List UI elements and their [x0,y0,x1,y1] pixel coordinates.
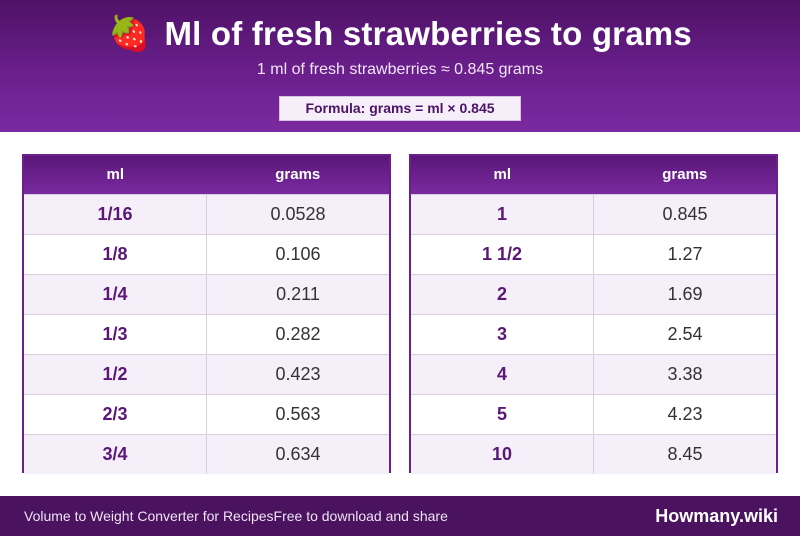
grams-cell: 1.27 [667,244,703,264]
ml-cell: 2 [411,275,594,314]
grams-cell: 0.106 [275,244,321,264]
table-row: 1/8 0.106 [24,234,389,274]
ml-cell: 4 [411,355,594,394]
table-row: 3/4 0.634 [24,434,389,474]
table-row: 1 1/2 1.27 [411,234,776,274]
table-row: 2 1.69 [411,274,776,314]
grams-cell: 0.563 [275,404,321,424]
footer-text: Volume to Weight Converter for RecipesFr… [24,508,448,524]
formula-badge: Formula: grams = ml × 0.845 [279,96,521,121]
column-header-ml: ml [493,166,511,183]
conversion-table-right: ml grams 1 0.845 1 1/2 1.27 2 1.69 3 2.54 4 3.38 5… [409,154,778,474]
table-body: 1 0.845 1 1/2 1.27 2 1.69 3 2.54 4 3.38 5 4.23 10 8.4… [411,194,776,474]
strawberry-icon: 🍓 [108,15,151,53]
grams-cell: 8.45 [667,444,703,464]
ml-cell: 1/8 [24,235,207,274]
footer-bar: Volume to Weight Converter for RecipesFr… [0,496,800,536]
grams-cell: 2.54 [667,324,703,344]
grams-cell: 0.845 [662,204,708,224]
table-row: 2/3 0.563 [24,394,389,434]
column-header-grams: grams [662,166,708,183]
grams-cell: 4.23 [667,404,703,424]
table-row: 1/16 0.0528 [24,194,389,234]
ml-cell: 2/3 [24,395,207,434]
ml-cell: 1 1/2 [411,235,594,274]
conversion-table-left: ml grams 1/16 0.0528 1/8 0.106 1/4 0.211 1/3 0.… [22,154,391,474]
table-row: 3 2.54 [411,314,776,354]
column-header-grams: grams [275,166,321,183]
ml-cell: 5 [411,395,594,434]
table-row: 5 4.23 [411,394,776,434]
grams-cell: 1.69 [667,284,703,304]
table-row: 1/2 0.423 [24,354,389,394]
header-banner: 🍓 Ml of fresh strawberries to grams 1 ml… [0,0,800,132]
table-row: 1/3 0.282 [24,314,389,354]
grams-cell: 0.282 [275,324,321,344]
grams-cell: 0.634 [275,444,321,464]
table-row: 10 8.45 [411,434,776,474]
page-subtitle: 1 ml of fresh strawberries ≈ 0.845 grams [256,61,544,78]
grams-cell: 0.0528 [270,204,326,224]
table-header: ml grams [411,156,776,194]
brand-link[interactable]: Howmany.wiki [655,506,778,526]
grams-cell: 0.423 [275,364,321,384]
ml-cell: 3/4 [24,435,207,474]
table-body: 1/16 0.0528 1/8 0.106 1/4 0.211 1/3 0.282 1/2 0.4… [24,194,389,474]
ml-cell: 1/2 [24,355,207,394]
ml-cell: 1 [411,195,594,234]
ml-cell: 3 [411,315,594,354]
table-header: ml grams [24,156,389,194]
ml-cell: 10 [411,435,594,474]
ml-cell: 1/16 [24,195,207,234]
ml-cell: 1/3 [24,315,207,354]
table-row: 1/4 0.211 [24,274,389,314]
column-header-ml: ml [106,166,124,183]
title-row: 🍓 Ml of fresh strawberries to grams [0,14,800,54]
grams-cell: 3.38 [667,364,703,384]
page-title: Ml of fresh strawberries to grams [164,15,692,52]
grams-cell: 0.211 [276,284,320,304]
ml-cell: 1/4 [24,275,207,314]
table-row: 4 3.38 [411,354,776,394]
table-row: 1 0.845 [411,194,776,234]
